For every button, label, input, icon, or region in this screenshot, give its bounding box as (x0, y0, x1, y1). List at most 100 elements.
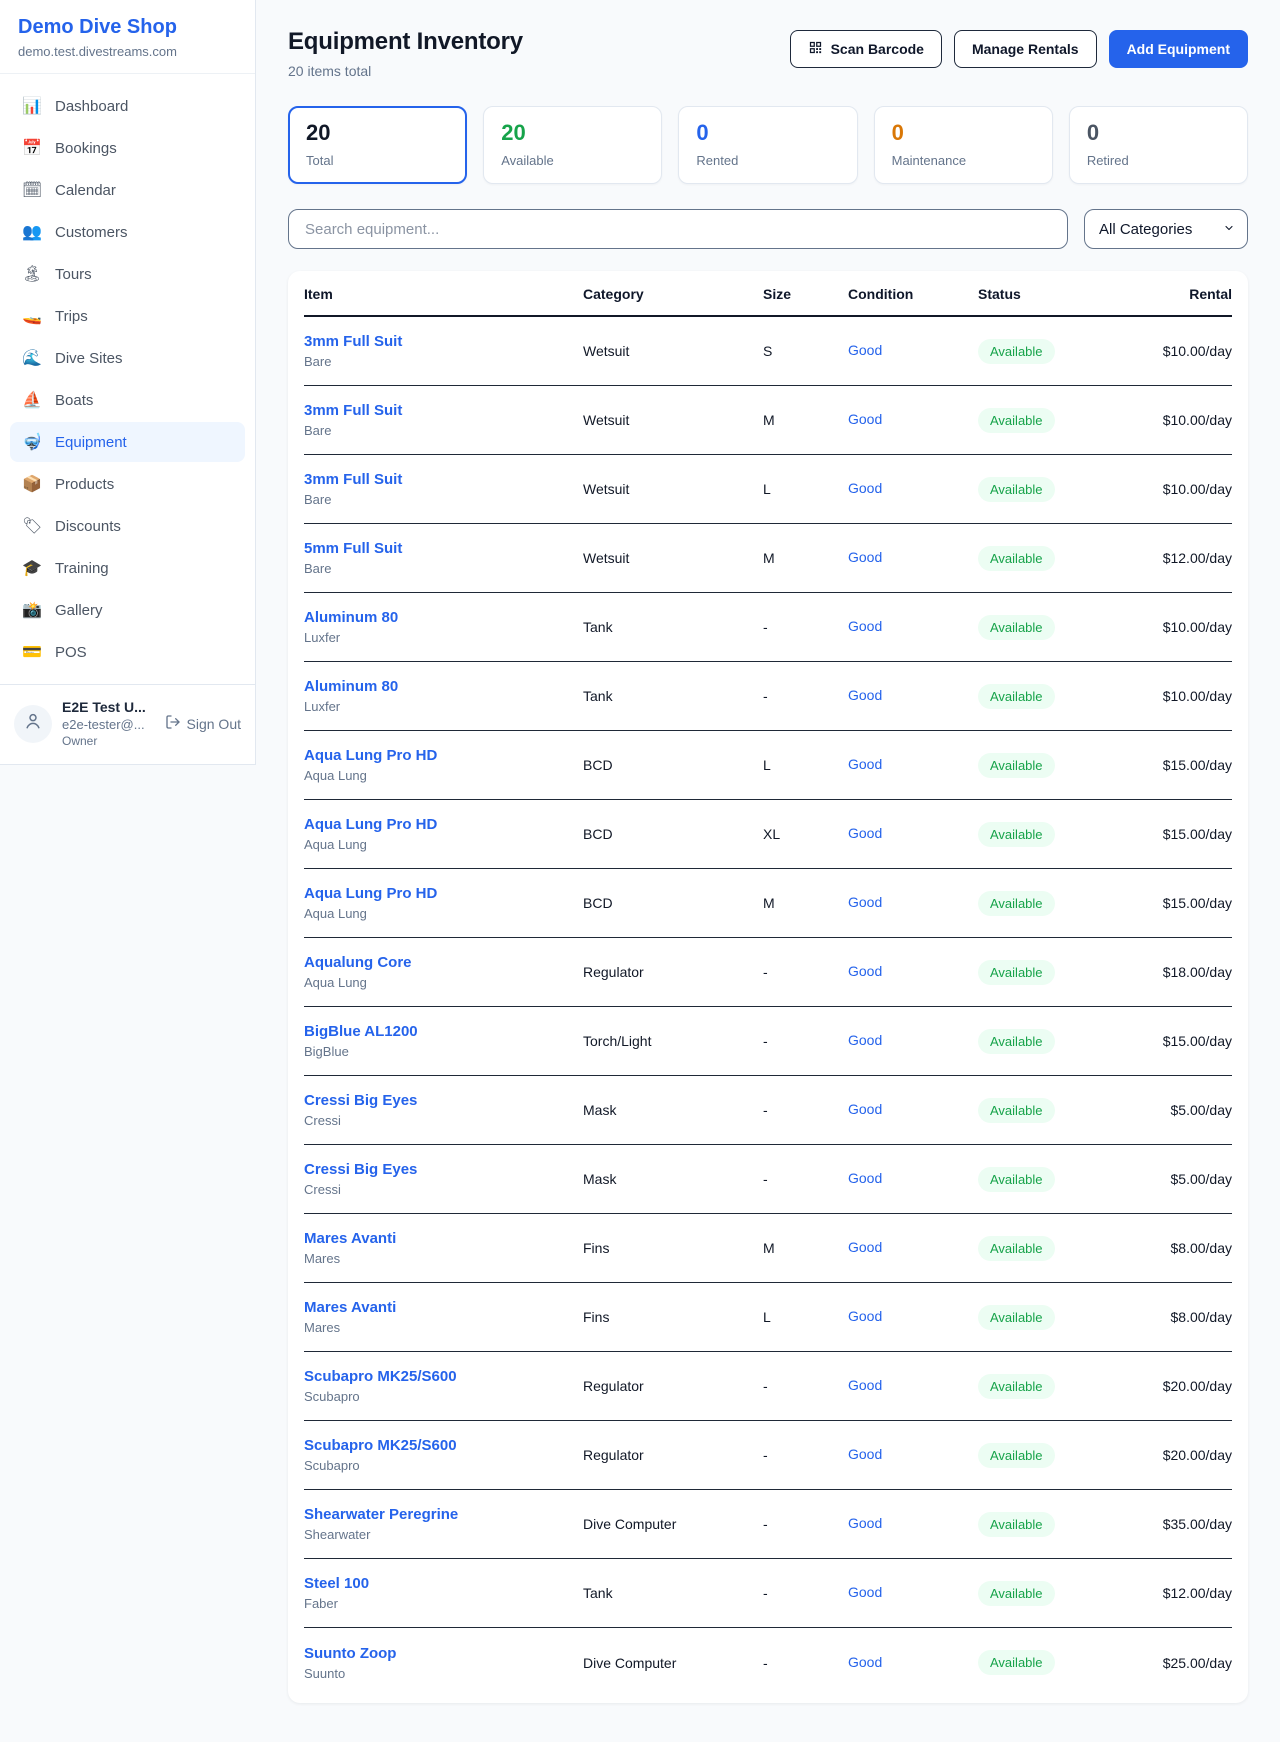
sidebar-item-label: Discounts (55, 517, 121, 535)
sidebar-item-discounts[interactable]: 🏷 Discounts (10, 506, 245, 546)
item-name-link[interactable]: 3mm Full Suit (304, 402, 403, 419)
item-brand: Aqua Lung (304, 768, 367, 783)
sidebar-item-gallery[interactable]: 📸 Gallery (10, 590, 245, 630)
search-input[interactable] (288, 209, 1068, 249)
manage-rentals-button[interactable]: Manage Rentals (953, 30, 1097, 68)
table-row[interactable]: BigBlue AL1200 BigBlue Torch/Light - Goo… (304, 1007, 1232, 1076)
table-row[interactable]: Scubapro MK25/S600 Scubapro Regulator - … (304, 1421, 1232, 1490)
scan-barcode-label: Scan Barcode (830, 41, 924, 57)
item-category: Mask (583, 1171, 617, 1187)
table-row[interactable]: Aluminum 80 Luxfer Tank - Good Available… (304, 593, 1232, 662)
table-row[interactable]: Aqualung Core Aqua Lung Regulator - Good… (304, 938, 1232, 1007)
table-row[interactable]: 3mm Full Suit Bare Wetsuit S Good Availa… (304, 317, 1232, 386)
table-row[interactable]: Shearwater Peregrine Shearwater Dive Com… (304, 1490, 1232, 1559)
item-name-link[interactable]: Aqualung Core (304, 954, 412, 971)
item-name-link[interactable]: Scubapro MK25/S600 (304, 1368, 457, 1385)
sidebar-item-pos[interactable]: 💳 POS (10, 632, 245, 672)
item-name-link[interactable]: Steel 100 (304, 1575, 370, 1592)
condition-link[interactable]: Good (848, 825, 883, 841)
status-badge: Available (978, 1650, 1055, 1675)
item-rental-rate: $18.00/day (1162, 964, 1232, 980)
sidebar-item-products[interactable]: 📦 Products (10, 464, 245, 504)
condition-link[interactable]: Good (848, 1308, 883, 1324)
item-rental-rate: $15.00/day (1162, 826, 1232, 842)
table-row[interactable]: 3mm Full Suit Bare Wetsuit L Good Availa… (304, 455, 1232, 524)
credit-card-icon: 💳 (22, 644, 42, 661)
item-name-link[interactable]: 3mm Full Suit (304, 333, 403, 350)
item-name-link[interactable]: Mares Avanti (304, 1299, 397, 1316)
stat-card-total[interactable]: 20 Total (288, 106, 468, 184)
user-email: e2e-tester@... (62, 717, 145, 732)
stat-card-rented[interactable]: 0 Rented (678, 106, 858, 184)
condition-link[interactable]: Good (848, 1377, 883, 1393)
item-name-link[interactable]: 5mm Full Suit (304, 540, 403, 557)
table-row[interactable]: Aluminum 80 Luxfer Tank - Good Available… (304, 662, 1232, 731)
diving-mask-icon: 🤿 (22, 434, 42, 451)
table-row[interactable]: Aqua Lung Pro HD Aqua Lung BCD XL Good A… (304, 800, 1232, 869)
table-row[interactable]: Steel 100 Faber Tank - Good Available $1… (304, 1559, 1232, 1628)
item-name-link[interactable]: Aluminum 80 (304, 609, 399, 626)
add-equipment-button[interactable]: Add Equipment (1108, 30, 1248, 68)
table-row[interactable]: Aqua Lung Pro HD Aqua Lung BCD M Good Av… (304, 869, 1232, 938)
sidebar-item-dashboard[interactable]: 📊 Dashboard (10, 86, 245, 126)
condition-link[interactable]: Good (848, 963, 883, 979)
sidebar-item-customers[interactable]: 👥 Customers (10, 212, 245, 252)
condition-link[interactable]: Good (848, 1584, 883, 1600)
status-badge: Available (978, 614, 1055, 640)
condition-link[interactable]: Good (848, 342, 883, 358)
table-row[interactable]: 5mm Full Suit Bare Wetsuit M Good Availa… (304, 524, 1232, 593)
item-name-link[interactable]: Cressi Big Eyes (304, 1161, 418, 1178)
stat-card-maintenance[interactable]: 0 Maintenance (873, 106, 1053, 184)
sign-out-button[interactable]: Sign Out (165, 714, 241, 733)
table-row[interactable]: Cressi Big Eyes Cressi Mask - Good Avail… (304, 1145, 1232, 1214)
condition-link[interactable]: Good (848, 1446, 883, 1462)
table-body: 3mm Full Suit Bare Wetsuit S Good Availa… (304, 317, 1232, 1697)
sidebar-item-equipment[interactable]: 🤿 Equipment (10, 422, 245, 462)
item-category: Fins (583, 1240, 610, 1256)
item-name-link[interactable]: Aqua Lung Pro HD (304, 747, 438, 764)
item-name-link[interactable]: BigBlue AL1200 (304, 1023, 418, 1040)
category-select[interactable]: All Categories (1084, 209, 1248, 249)
item-name-link[interactable]: 3mm Full Suit (304, 471, 403, 488)
brand-name[interactable]: Demo Dive Shop (18, 16, 177, 38)
condition-link[interactable]: Good (848, 1653, 883, 1670)
sidebar-item-training[interactable]: 🎓 Training (10, 548, 245, 588)
condition-link[interactable]: Good (848, 549, 883, 565)
item-name-link[interactable]: Aqua Lung Pro HD (304, 816, 438, 833)
table-row[interactable]: Aqua Lung Pro HD Aqua Lung BCD L Good Av… (304, 731, 1232, 800)
table-row[interactable]: 3mm Full Suit Bare Wetsuit M Good Availa… (304, 386, 1232, 455)
table-row[interactable]: Cressi Big Eyes Cressi Mask - Good Avail… (304, 1076, 1232, 1145)
condition-link[interactable]: Good (848, 1032, 883, 1048)
condition-link[interactable]: Good (848, 480, 883, 496)
stat-card-available[interactable]: 20 Available (483, 106, 663, 184)
item-name-link[interactable]: Scubapro MK25/S600 (304, 1437, 457, 1454)
item-name-link[interactable]: Cressi Big Eyes (304, 1092, 418, 1109)
scan-barcode-button[interactable]: Scan Barcode (789, 30, 942, 68)
condition-link[interactable]: Good (848, 1101, 883, 1117)
item-name-link[interactable]: Suunto Zoop (304, 1644, 397, 1662)
stat-card-retired[interactable]: 0 Retired (1068, 106, 1249, 184)
sidebar-item-boats[interactable]: ⛵ Boats (10, 380, 245, 420)
sidebar-item-bookings[interactable]: 📅 Bookings (10, 128, 245, 168)
condition-link[interactable]: Good (848, 1170, 883, 1186)
sidebar-item-tours[interactable]: 🏝 Tours (10, 254, 245, 294)
condition-link[interactable]: Good (848, 756, 883, 772)
condition-link[interactable]: Good (848, 894, 883, 910)
condition-link[interactable]: Good (848, 1515, 883, 1531)
sidebar-item-dive-sites[interactable]: 🌊 Dive Sites (10, 338, 245, 378)
item-name-link[interactable]: Shearwater Peregrine (304, 1506, 459, 1523)
item-name-link[interactable]: Aluminum 80 (304, 678, 399, 695)
item-name-link[interactable]: Mares Avanti (304, 1230, 397, 1247)
condition-link[interactable]: Good (848, 411, 883, 427)
table-row[interactable]: Mares Avanti Mares Fins M Good Available… (304, 1214, 1232, 1283)
table-row[interactable]: Suunto Zoop Suunto Dive Computer - Good … (304, 1628, 1232, 1697)
add-equipment-label: Add Equipment (1126, 41, 1230, 57)
sidebar-item-trips[interactable]: 🚤 Trips (10, 296, 245, 336)
table-row[interactable]: Scubapro MK25/S600 Scubapro Regulator - … (304, 1352, 1232, 1421)
condition-link[interactable]: Good (848, 687, 883, 703)
sidebar-item-calendar[interactable]: 🗓 Calendar (10, 170, 245, 210)
condition-link[interactable]: Good (848, 618, 883, 634)
condition-link[interactable]: Good (848, 1239, 883, 1255)
table-row[interactable]: Mares Avanti Mares Fins L Good Available… (304, 1283, 1232, 1352)
item-name-link[interactable]: Aqua Lung Pro HD (304, 885, 438, 902)
